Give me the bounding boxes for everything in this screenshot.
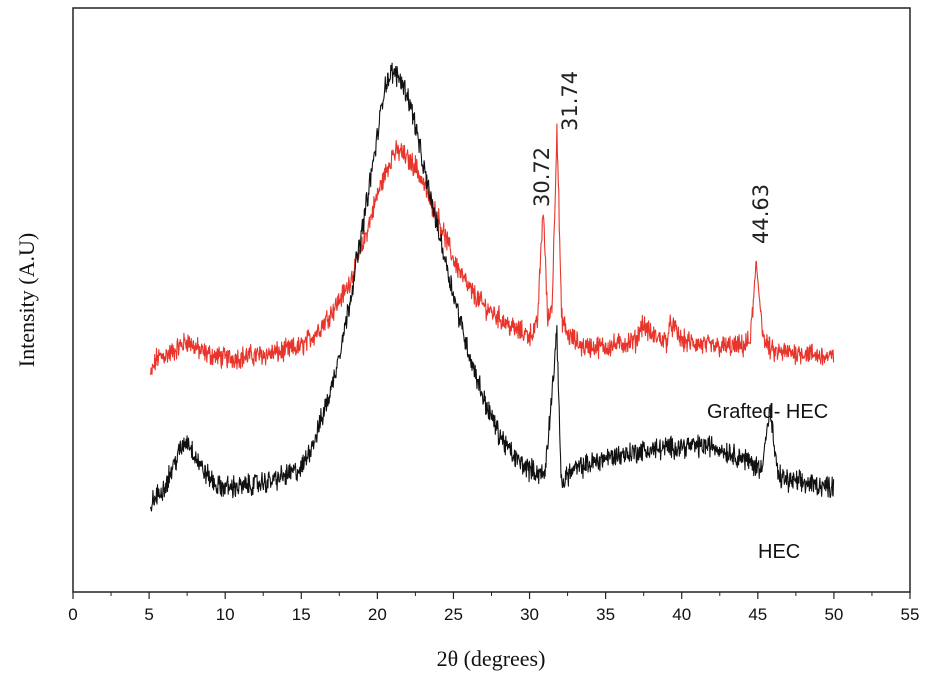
x-tick-label-20: 20 <box>368 605 387 624</box>
x-tick-label-45: 45 <box>748 605 767 624</box>
plot-frame <box>72 7 911 593</box>
x-tick-label-10: 10 <box>216 605 235 624</box>
y-axis-title: Intensity (A.U) <box>14 233 39 367</box>
x-tick-label-40: 40 <box>672 605 691 624</box>
x-tick-label-35: 35 <box>596 605 615 624</box>
x-tick-label-0: 0 <box>68 605 77 624</box>
peak-label-31-74: 31.74 <box>558 71 582 131</box>
x-axis-ticks: 0 5 10 15 20 25 30 35 40 45 50 55 <box>68 592 919 624</box>
series-layer <box>150 62 835 512</box>
series-label-grafted-hec: Grafted- HEC <box>707 401 828 423</box>
x-tick-label-55: 55 <box>901 605 920 624</box>
x-axis-title: 2θ (degrees) <box>437 646 546 671</box>
x-tick-label-50: 50 <box>824 605 843 624</box>
x-tick-label-25: 25 <box>444 605 463 624</box>
x-tick-label-30: 30 <box>520 605 539 624</box>
series-line-grafted-hec <box>150 123 835 375</box>
peak-label-44-63: 44.63 <box>749 184 773 244</box>
series-line-hec <box>150 62 835 512</box>
x-tick-label-15: 15 <box>292 605 311 624</box>
x-tick-label-5: 5 <box>144 605 153 624</box>
peak-label-30-72: 30.72 <box>530 147 554 207</box>
series-label-hec: HEC <box>758 541 800 563</box>
